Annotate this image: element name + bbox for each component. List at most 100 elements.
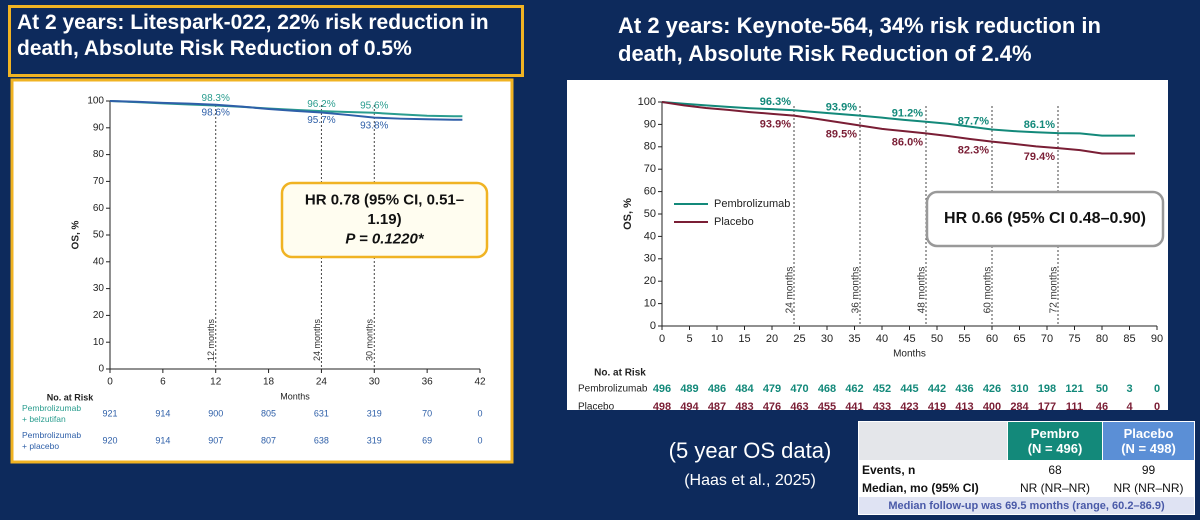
row-label: Median, mo (95% CI) <box>858 478 1008 497</box>
y-tick-label: 30 <box>93 283 105 294</box>
survival-curve <box>661 101 1135 155</box>
risk-count: 400 <box>983 401 1001 413</box>
risk-count: 319 <box>367 435 382 445</box>
citation: (Haas et al., 2025) <box>684 472 816 489</box>
risk-count: 470 <box>790 383 808 395</box>
header-placebo: Placebo (N = 498) <box>1102 421 1195 461</box>
hr-box <box>280 181 489 259</box>
x-tick-label: 45 <box>903 333 915 345</box>
left-panel <box>10 78 514 464</box>
risk-count: 433 <box>873 401 891 413</box>
survival-curve <box>109 100 463 121</box>
x-tick-label: 42 <box>474 377 486 388</box>
risk-count: 419 <box>928 401 946 413</box>
landmark-label: 96.3% <box>760 96 791 108</box>
risk-count: 921 <box>102 408 117 418</box>
footnote-label: (5 year OS data) <box>668 438 832 463</box>
y-axis-label: OS, % <box>622 198 634 230</box>
hr-text: P = 0.1220* <box>345 230 424 247</box>
landmark-label: 95.6% <box>360 100 388 111</box>
risk-count: 0 <box>477 435 482 445</box>
risk-count: 498 <box>653 401 671 413</box>
risk-row-name: Pembrolizumab <box>22 430 81 440</box>
x-tick-label: 15 <box>738 333 750 345</box>
risk-count: 426 <box>983 383 1001 395</box>
risk-count: 486 <box>708 383 726 395</box>
risk-count: 69 <box>422 435 432 445</box>
hr-box <box>925 190 1165 248</box>
risk-count: 0 <box>1154 401 1160 413</box>
y-axis-label: OS, % <box>71 220 82 249</box>
risk-count: 489 <box>680 383 698 395</box>
y-tick-label: 50 <box>644 208 656 220</box>
landmark-label: 93.9% <box>760 119 791 131</box>
x-tick-label: 24 <box>316 377 328 388</box>
x-tick-label: 30 <box>369 377 381 388</box>
reference-label: 24 months <box>312 318 322 361</box>
landmark-label: 82.3% <box>958 145 989 157</box>
risk-title: No. at Risk <box>594 368 646 379</box>
risk-row-name: + belzutifan <box>22 414 66 424</box>
risk-count: 121 <box>1065 383 1083 395</box>
header-line: Placebo <box>1123 426 1174 441</box>
reference-label: 12 months <box>206 318 216 361</box>
landmark-label: 96.2% <box>307 99 335 110</box>
header-line: Pembro <box>1030 426 1080 441</box>
risk-row-name: Pembrolizumab <box>22 403 81 413</box>
x-tick-label: 60 <box>986 333 998 345</box>
landmark-label: 93.8% <box>360 120 388 131</box>
x-tick-label: 40 <box>876 333 888 345</box>
y-tick-label: 10 <box>93 337 105 348</box>
risk-count: 463 <box>790 401 808 413</box>
y-tick-label: 40 <box>93 256 105 267</box>
risk-count: 111 <box>1066 401 1083 413</box>
cell: 99 <box>1102 460 1195 479</box>
summary-table: Pembro (N = 496) Placebo (N = 498) Events,… <box>858 421 1195 515</box>
reference-label: 72 months <box>1049 267 1060 314</box>
risk-count: 284 <box>1010 401 1029 413</box>
landmark-label: 86.1% <box>1024 119 1055 131</box>
x-tick-label: 75 <box>1068 333 1080 345</box>
risk-count: 914 <box>155 408 170 418</box>
y-tick-label: 20 <box>93 310 105 321</box>
x-tick-label: 0 <box>107 377 113 388</box>
x-tick-label: 85 <box>1123 333 1135 345</box>
y-tick-label: 80 <box>644 141 656 153</box>
y-tick-label: 0 <box>98 364 104 375</box>
risk-count: 468 <box>818 383 836 395</box>
header-blank <box>858 421 1008 461</box>
landmark-label: 86.0% <box>892 136 923 148</box>
risk-count: 496 <box>653 383 671 395</box>
landmark-label: 95.7% <box>307 115 335 126</box>
risk-count: 494 <box>680 401 699 413</box>
x-tick-label: 70 <box>1041 333 1053 345</box>
x-tick-label: 10 <box>711 333 723 345</box>
y-tick-label: 90 <box>93 122 105 133</box>
x-tick-label: 90 <box>1151 333 1163 345</box>
risk-count: 310 <box>1010 383 1028 395</box>
reference-label: 60 months <box>983 267 994 314</box>
risk-count: 423 <box>900 401 918 413</box>
x-tick-label: 5 <box>686 333 692 345</box>
right-heading: At 2 years: Keynote-564, 34% risk reduct… <box>618 13 1101 66</box>
reference-label: 24 months <box>785 267 796 314</box>
legend-label: Pembrolizumab <box>714 198 790 210</box>
risk-title: No. at Risk <box>47 392 95 402</box>
landmark-label: 79.4% <box>1024 151 1055 163</box>
x-tick-label: 20 <box>766 333 778 345</box>
landmark-label: 91.2% <box>892 108 923 120</box>
y-tick-label: 40 <box>644 230 656 242</box>
reference-label: 30 months <box>365 318 375 361</box>
x-tick-label: 65 <box>1013 333 1025 345</box>
risk-count: 462 <box>845 383 863 395</box>
x-tick-label: 18 <box>263 377 275 388</box>
hr-text: 1.19) <box>367 211 401 228</box>
y-tick-label: 10 <box>644 298 656 310</box>
y-tick-label: 60 <box>644 186 656 198</box>
y-tick-label: 100 <box>87 96 104 107</box>
risk-row-name: Placebo <box>578 402 615 413</box>
risk-count: 46 <box>1096 401 1108 413</box>
x-tick-label: 25 <box>793 333 805 345</box>
landmark-label: 87.7% <box>958 115 989 127</box>
risk-count: 631 <box>314 408 329 418</box>
